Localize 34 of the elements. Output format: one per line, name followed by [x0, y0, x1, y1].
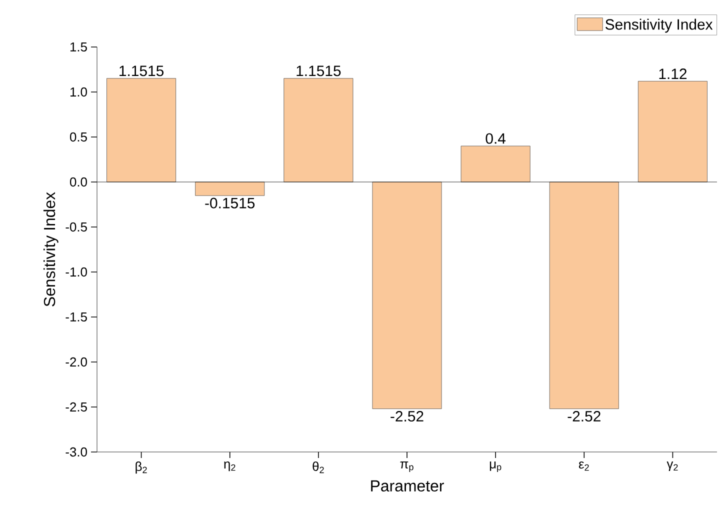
data-label: -0.1515	[205, 198, 255, 208]
y-tick-label: -2.0	[66, 357, 87, 367]
x-tick-label: η$_{2}$	[224, 462, 236, 472]
bar	[460, 146, 530, 182]
x-tick-label: ε$_{2}$	[578, 462, 589, 471]
y-tick-label: 1.0	[70, 87, 87, 97]
x-tick-label: β$_{2}$	[136, 462, 147, 474]
y-tick-label: -3.0	[66, 447, 87, 457]
y-tick-label: -2.5	[66, 402, 87, 412]
x-tick-label: θ$_{2}$	[312, 462, 324, 474]
x-tick-label: μ$_{p}$	[490, 462, 502, 472]
data-label: 1.12	[659, 68, 687, 79]
data-label: -2.52	[568, 410, 600, 422]
data-label: 1.1515	[296, 66, 341, 76]
bar	[106, 78, 176, 182]
y-tick-label: 0.0	[70, 177, 87, 187]
bar	[372, 182, 442, 409]
legend-label: Sensitivity Index	[606, 18, 713, 33]
bar	[549, 182, 619, 409]
data-label: 1.1515	[120, 66, 164, 76]
bar	[284, 78, 354, 182]
bar	[195, 182, 265, 196]
y-tick-label: -1.5	[66, 312, 87, 322]
y-axis-title: Sensitivity Index	[43, 192, 58, 306]
bar	[638, 80, 708, 182]
y-tick-label: -1.0	[66, 267, 87, 277]
x-axis-title: Parameter	[371, 480, 444, 492]
data-label: -2.52	[390, 410, 424, 422]
x-tick-label: π$_{p}$	[400, 462, 414, 472]
y-tick-label: -0.5	[66, 222, 87, 232]
data-label: 0.4	[486, 133, 506, 144]
y-tick-label: 0.5	[70, 132, 87, 142]
x-tick-label: γ$_{2}$	[666, 462, 678, 472]
y-tick-label: 1.5	[70, 42, 87, 52]
